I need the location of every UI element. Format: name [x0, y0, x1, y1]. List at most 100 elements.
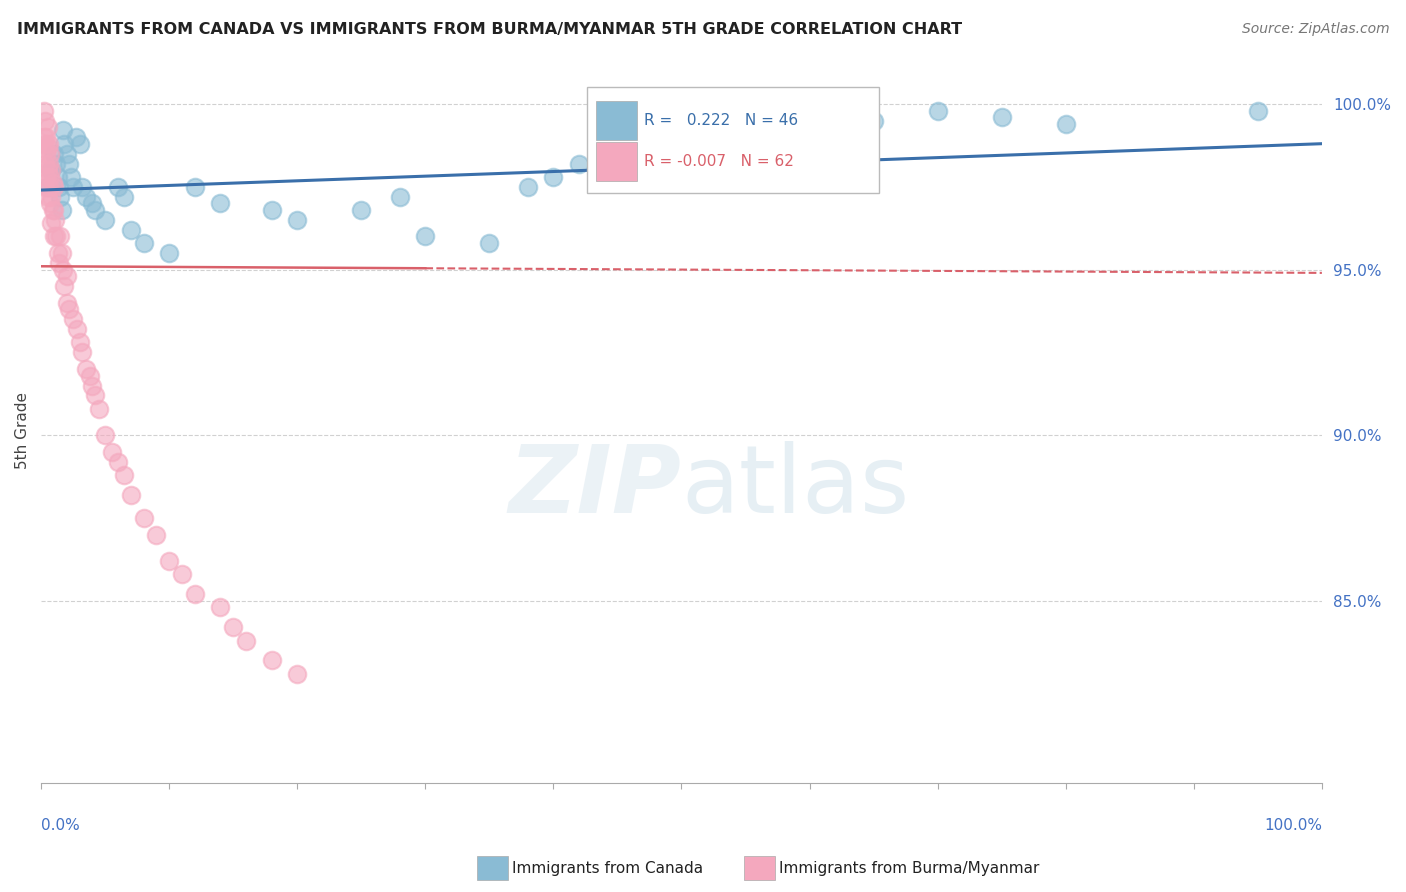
Text: 100.0%: 100.0% [1264, 818, 1322, 833]
Point [132, 236, 155, 251]
Point [42, 179, 65, 194]
Point [34, 179, 56, 194]
Text: ZIP: ZIP [509, 441, 682, 533]
Point [45, 229, 67, 244]
Point [32, 103, 55, 118]
Point [222, 620, 245, 634]
Point [184, 179, 207, 194]
Point [543, 169, 565, 184]
Text: R =   0.222   N = 46: R = 0.222 N = 46 [644, 113, 799, 128]
Point [83, 388, 105, 402]
Point [49, 190, 72, 204]
Point [32, 130, 55, 145]
Point [53, 136, 76, 151]
Point [55, 146, 77, 161]
Point [260, 653, 283, 667]
Point [41, 216, 63, 230]
Point [83, 202, 105, 217]
Point [53, 279, 76, 293]
Point [38, 136, 60, 151]
Point [285, 213, 308, 227]
Point [170, 567, 193, 582]
Point [37, 190, 59, 204]
Text: Immigrants from Canada: Immigrants from Canada [512, 862, 703, 876]
Point [38, 156, 60, 170]
Text: Immigrants from Burma/Myanmar: Immigrants from Burma/Myanmar [779, 862, 1039, 876]
Point [55, 269, 77, 284]
Point [51, 202, 73, 217]
Point [70, 179, 93, 194]
Point [49, 229, 72, 244]
Point [41, 163, 63, 178]
Point [184, 587, 207, 601]
Point [44, 213, 66, 227]
Point [69, 335, 91, 350]
Point [145, 527, 167, 541]
Point [42, 146, 65, 161]
Point [46, 169, 69, 184]
Point [48, 179, 70, 194]
Point [94, 213, 117, 227]
Point [65, 130, 87, 145]
Point [37, 179, 59, 194]
Point [39, 146, 62, 161]
Point [48, 256, 70, 270]
Point [415, 229, 437, 244]
Point [671, 130, 693, 145]
Point [62, 312, 84, 326]
Point [478, 236, 501, 251]
Point [606, 146, 628, 161]
Point [157, 246, 180, 260]
Point [46, 246, 69, 260]
Point [41, 163, 63, 178]
Point [112, 190, 135, 204]
Y-axis label: 5th Grade: 5th Grade [15, 392, 30, 469]
Point [82, 196, 104, 211]
Point [34, 113, 56, 128]
FancyBboxPatch shape [596, 142, 637, 181]
Point [52, 123, 75, 137]
Point [927, 103, 949, 118]
Point [350, 202, 373, 217]
Point [1247, 103, 1270, 118]
Text: IMMIGRANTS FROM CANADA VS IMMIGRANTS FROM BURMA/MYANMAR 5TH GRADE CORRELATION CH: IMMIGRANTS FROM CANADA VS IMMIGRANTS FRO… [17, 22, 962, 37]
Point [388, 190, 411, 204]
Point [862, 113, 884, 128]
Point [69, 136, 91, 151]
Point [58, 302, 80, 317]
Point [70, 345, 93, 359]
Point [132, 511, 155, 525]
Point [1054, 117, 1077, 131]
Point [34, 136, 56, 151]
Point [41, 202, 63, 217]
Point [260, 202, 283, 217]
Text: R = -0.007   N = 62: R = -0.007 N = 62 [644, 154, 794, 169]
Point [157, 554, 180, 568]
Point [42, 202, 65, 217]
Point [79, 368, 101, 383]
Point [34, 156, 56, 170]
Point [285, 666, 308, 681]
Text: atlas: atlas [682, 441, 910, 533]
Point [107, 179, 129, 194]
Point [235, 633, 257, 648]
Point [112, 467, 135, 482]
Point [120, 488, 142, 502]
Point [75, 190, 97, 204]
Point [87, 401, 110, 416]
Point [66, 322, 89, 336]
Point [35, 146, 58, 161]
Point [39, 169, 62, 184]
Point [209, 196, 232, 211]
Point [107, 455, 129, 469]
Point [52, 262, 75, 277]
Point [55, 295, 77, 310]
Point [37, 140, 59, 154]
Point [734, 136, 756, 151]
Point [120, 223, 142, 237]
Point [799, 123, 821, 137]
FancyBboxPatch shape [586, 87, 879, 194]
Point [37, 120, 59, 135]
Point [41, 177, 63, 191]
Point [82, 378, 104, 392]
